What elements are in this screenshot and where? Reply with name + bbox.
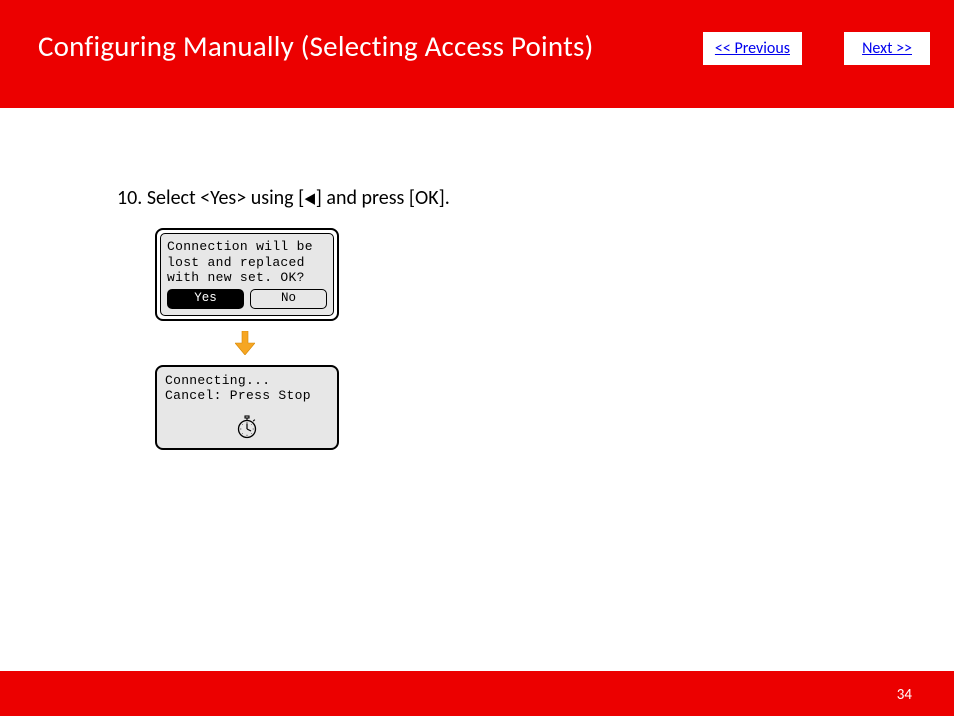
- lcd-line1: Connection will be: [167, 239, 327, 255]
- lcd2-line2: Cancel: Press Stop: [165, 388, 329, 404]
- step-number: 10.: [117, 186, 142, 210]
- step-text-after: ] and press [OK].: [316, 186, 450, 210]
- previous-button[interactable]: << Previous: [703, 32, 802, 65]
- content-area: 10. Select <Yes> using [◀] and press [OK…: [0, 108, 954, 450]
- no-button: No: [250, 289, 327, 309]
- lcd-screen-confirm: Connection will be lost and replaced wit…: [155, 228, 339, 321]
- stopwatch-icon: [236, 415, 258, 444]
- lcd-screen-connecting: Connecting... Cancel: Press Stop: [155, 365, 339, 450]
- page-number: 34: [897, 686, 912, 704]
- header-bar: Configuring Manually (Selecting Access P…: [0, 0, 954, 108]
- yes-button: Yes: [167, 289, 244, 309]
- step-instruction: 10. Select <Yes> using [◀] and press [OK…: [117, 186, 954, 210]
- down-arrow-icon: [235, 331, 954, 355]
- next-button[interactable]: Next >>: [844, 32, 930, 65]
- step-text-before: Select <Yes> using [: [142, 186, 304, 210]
- lcd-button-row: Yes No: [167, 289, 327, 309]
- page-title: Configuring Manually (Selecting Access P…: [38, 28, 594, 64]
- lcd-line2: lost and replaced: [167, 255, 327, 271]
- footer-bar: 34: [0, 671, 954, 716]
- lcd-inner: Connection will be lost and replaced wit…: [160, 233, 334, 316]
- lcd2-line1: Connecting...: [165, 373, 329, 389]
- left-triangle-icon: ◀: [305, 189, 315, 208]
- lcd-line3: with new set. OK?: [167, 270, 327, 286]
